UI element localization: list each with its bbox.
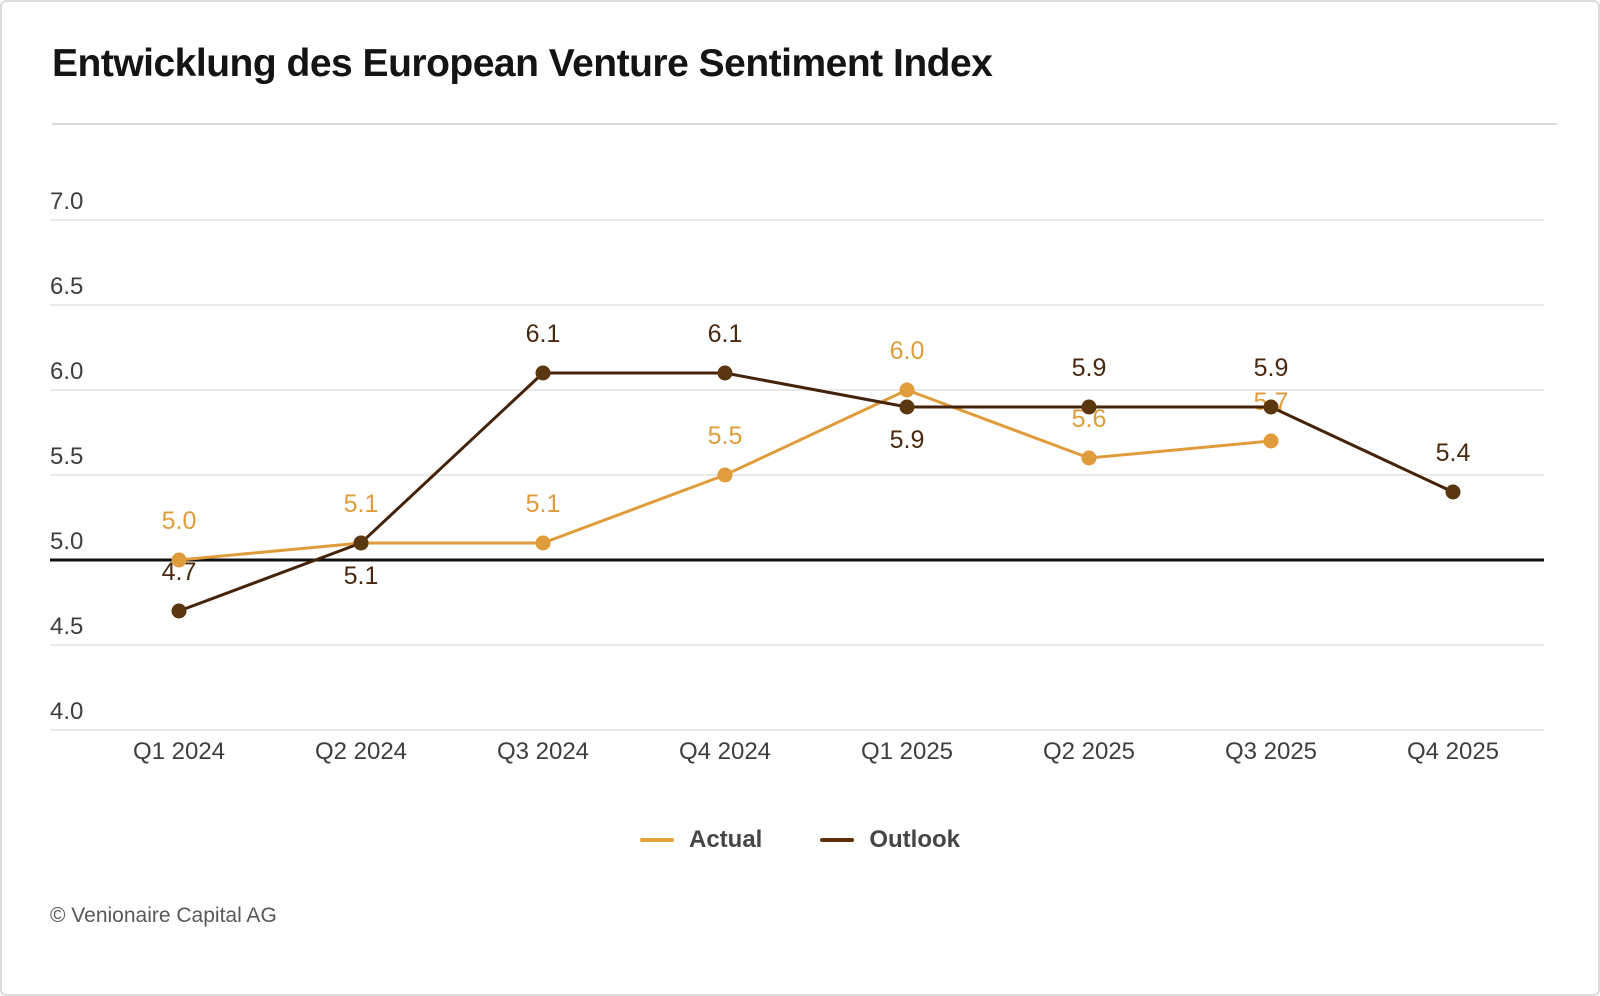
page-title: Entwicklung des European Venture Sentime… (52, 42, 993, 85)
outlook-point-q2-2024 (353, 535, 369, 551)
x-label-q1-2025: Q1 2025 (861, 738, 953, 765)
sentiment-line-chart: 7.0 6.5 6.0 5.5 5.0 4.5 4.0 Q1 2024 Q2 2024 Q3 20… (50, 188, 1544, 765)
actual-value-label-q1-2024: 5.0 (162, 507, 197, 535)
outlook-point-q4-2024 (717, 365, 733, 381)
legend-label-outlook: Outlook (869, 826, 960, 853)
title-divider (52, 123, 1557, 125)
y-tick-7.0: 7.0 (50, 188, 83, 215)
y-tick-5.0: 5.0 (50, 528, 83, 555)
actual-point-q1-2024 (171, 552, 187, 568)
x-label-q4-2025: Q4 2025 (1407, 738, 1499, 765)
x-label-q3-2025: Q3 2025 (1225, 738, 1317, 765)
actual-point-q3-2025 (1263, 433, 1279, 449)
actual-value-label-q4-2024: 5.5 (708, 422, 743, 450)
actual-line-swatch (639, 838, 674, 842)
actual-value-label-q3-2024: 5.1 (526, 490, 561, 518)
actual-value-label-q2-2024: 5.1 (344, 490, 379, 518)
legend-item-actual: Actual (639, 826, 763, 854)
outlook-value-label-q3-2025: 5.9 (1254, 354, 1289, 382)
legend-label-actual: Actual (688, 826, 763, 853)
x-label-q2-2024: Q2 2024 (315, 738, 407, 765)
y-tick-4.5: 4.5 (50, 613, 83, 640)
x-label-q2-2025: Q2 2025 (1043, 738, 1135, 765)
actual-point-q1-2025 (899, 382, 915, 398)
outlook-point-q1-2024 (171, 603, 187, 619)
y-tick-4.0: 4.0 (50, 698, 83, 725)
legend-item-outlook: Outlook (820, 826, 960, 854)
x-label-q1-2024: Q1 2024 (133, 738, 225, 765)
copyright-notice: © Venionaire Capital AG (50, 904, 277, 927)
outlook-value-label-q1-2025: 5.9 (890, 426, 925, 454)
outlook-value-label-q4-2025: 5.4 (1436, 439, 1471, 467)
outlook-point-q2-2025 (1081, 399, 1097, 415)
chart-legend: Actual Outlook (2, 826, 1598, 854)
outlook-point-q3-2025 (1263, 399, 1279, 415)
actual-point-q4-2024 (717, 467, 733, 483)
outlook-value-label-q4-2024: 6.1 (708, 320, 743, 348)
outlook-point-q3-2024 (535, 365, 551, 381)
actual-value-label-q1-2025: 6.0 (890, 337, 925, 365)
outlook-value-label-q2-2025: 5.9 (1072, 354, 1107, 382)
y-tick-6.5: 6.5 (50, 273, 83, 300)
outlook-line (178, 371, 1454, 613)
outlook-point-q4-2025 (1445, 484, 1461, 500)
actual-point-q3-2024 (535, 535, 551, 551)
outlook-point-q1-2025 (899, 399, 915, 415)
x-label-q4-2024: Q4 2024 (679, 738, 771, 765)
y-tick-6.0: 6.0 (50, 358, 83, 385)
x-label-q3-2024: Q3 2024 (497, 738, 589, 765)
outlook-value-label-q2-2024: 5.1 (344, 562, 379, 590)
outlook-line-swatch (820, 838, 855, 842)
y-tick-5.5: 5.5 (50, 443, 83, 470)
outlook-value-label-q3-2024: 6.1 (526, 320, 561, 348)
actual-point-q2-2025 (1081, 450, 1097, 466)
chart-area: 7.0 6.5 6.0 5.5 5.0 4.5 4.0 Q1 2024 Q2 2024 Q3 20… (42, 150, 1552, 800)
